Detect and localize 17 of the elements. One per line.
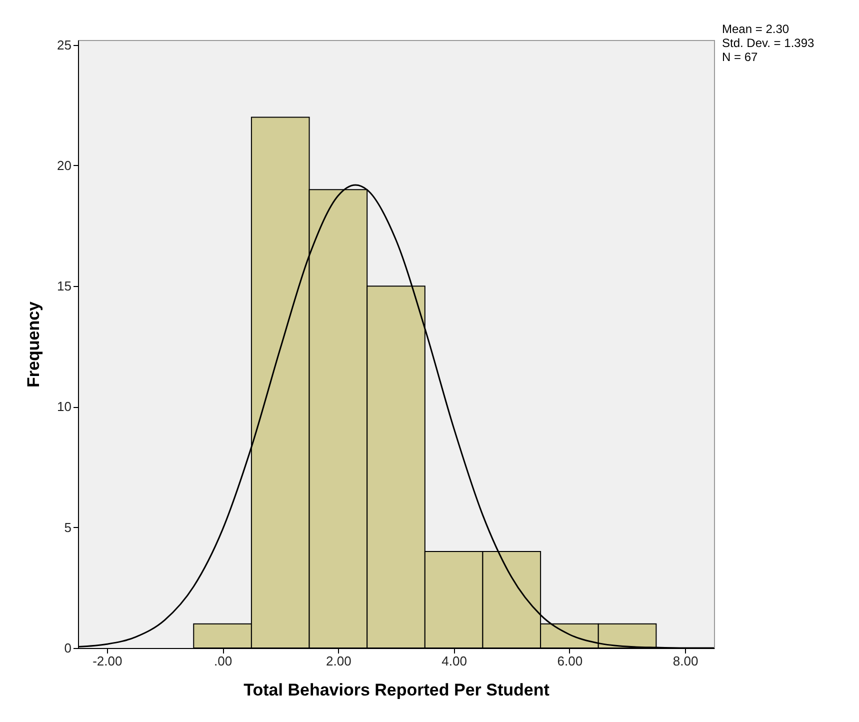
y-tick-label: 20 (57, 158, 72, 173)
x-tick-label: 2.00 (326, 654, 352, 668)
y-tick-label: 25 (57, 37, 72, 52)
y-axis-title: Frequency (24, 300, 44, 388)
text: Mean = 2.30 (722, 22, 790, 36)
x-tick-label: .00 (214, 654, 232, 668)
y-tick-label: 0 (64, 640, 72, 656)
x-tick-label: -2.00 (92, 654, 122, 668)
x-axis-title: Total Behaviors Reported Per Student (244, 680, 550, 700)
y-tick-label: 5 (64, 520, 72, 535)
x-tick-label: 6.00 (557, 654, 583, 668)
text: N = 67 (722, 50, 759, 64)
x-tick-label: 8.00 (672, 654, 698, 668)
y-tick-label: 10 (57, 399, 72, 414)
x-tick-label: 4.00 (442, 654, 467, 668)
y-tick-label: 15 (57, 278, 72, 294)
text: Std. Dev. = 1.393 (722, 36, 814, 50)
